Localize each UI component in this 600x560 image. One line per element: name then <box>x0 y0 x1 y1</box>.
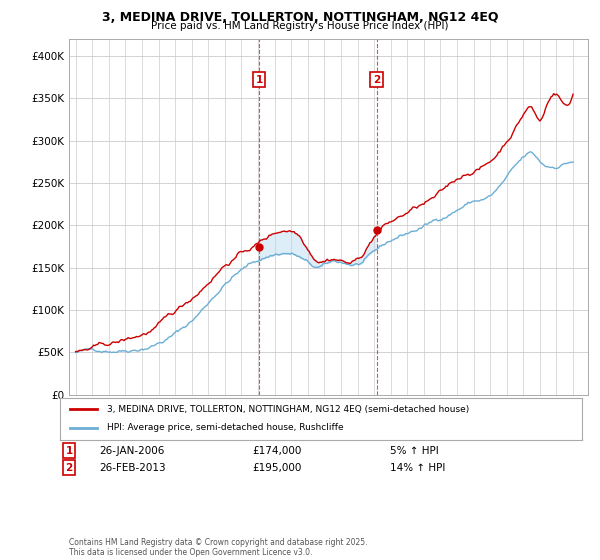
Text: Contains HM Land Registry data © Crown copyright and database right 2025.
This d: Contains HM Land Registry data © Crown c… <box>69 538 367 557</box>
Text: 26-JAN-2006: 26-JAN-2006 <box>99 446 164 456</box>
Text: 5% ↑ HPI: 5% ↑ HPI <box>390 446 439 456</box>
Text: 1: 1 <box>256 75 263 85</box>
Text: Price paid vs. HM Land Registry's House Price Index (HPI): Price paid vs. HM Land Registry's House … <box>151 21 449 31</box>
Text: 26-FEB-2013: 26-FEB-2013 <box>99 463 166 473</box>
Text: 14% ↑ HPI: 14% ↑ HPI <box>390 463 445 473</box>
Text: 3, MEDINA DRIVE, TOLLERTON, NOTTINGHAM, NG12 4EQ: 3, MEDINA DRIVE, TOLLERTON, NOTTINGHAM, … <box>102 11 498 24</box>
Text: 2: 2 <box>373 75 380 85</box>
Text: HPI: Average price, semi-detached house, Rushcliffe: HPI: Average price, semi-detached house,… <box>107 423 344 432</box>
Text: £174,000: £174,000 <box>252 446 301 456</box>
Text: 2: 2 <box>65 463 73 473</box>
Text: 1: 1 <box>65 446 73 456</box>
Text: 3, MEDINA DRIVE, TOLLERTON, NOTTINGHAM, NG12 4EQ (semi-detached house): 3, MEDINA DRIVE, TOLLERTON, NOTTINGHAM, … <box>107 405 469 414</box>
Text: £195,000: £195,000 <box>252 463 301 473</box>
